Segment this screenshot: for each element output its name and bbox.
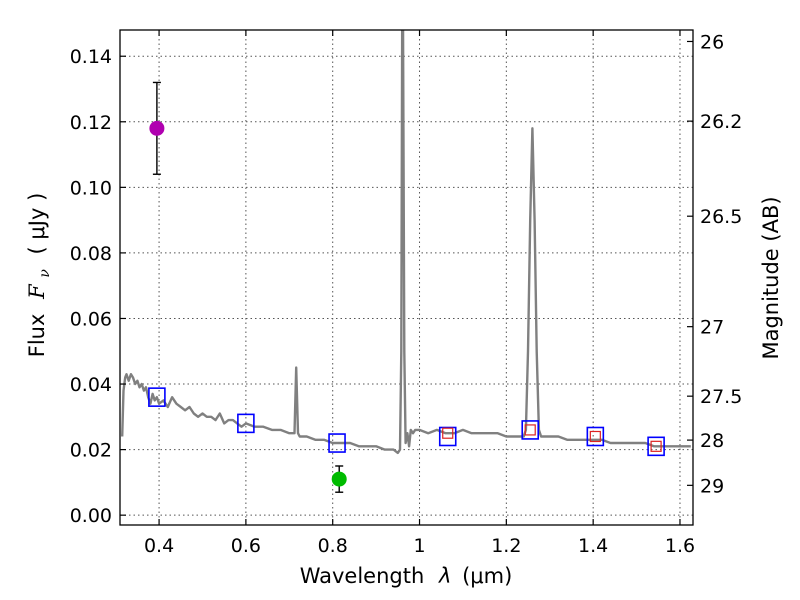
grid-lines	[120, 30, 693, 525]
y2-tick-label: 28	[700, 430, 724, 452]
model-photometry-square	[647, 436, 665, 457]
model-photometry-square	[148, 387, 166, 407]
y2-tick-label: 26.2	[700, 111, 742, 133]
y-tick-label: 0.00	[70, 505, 112, 527]
observed-square	[524, 424, 536, 436]
y-tick-label: 0.04	[70, 374, 112, 396]
y-tick-label: 0.10	[70, 177, 112, 199]
observed-square	[442, 427, 454, 439]
magenta-point	[149, 120, 165, 136]
photometry-points-layer	[148, 81, 665, 493]
y2-tick-label: 27.5	[700, 386, 742, 408]
x-tick-label: 0.8	[318, 535, 348, 557]
x-tick-label: 0.4	[144, 535, 174, 557]
y2-tick-label: 26.5	[700, 206, 742, 228]
model-photometry-square	[521, 420, 540, 440]
y-tick-label: 0.02	[70, 440, 112, 462]
y-axis-label: Flux F ν ( μJy )	[25, 193, 54, 358]
model-spectrum-line	[121, 30, 691, 455]
y2-tick-label: 27	[700, 317, 724, 339]
observed-square	[650, 440, 662, 452]
model-photometry-square	[237, 413, 255, 434]
x-tick-label: 1	[413, 535, 425, 557]
y2-tick-label: 26	[700, 31, 724, 53]
model-photometry-square	[438, 426, 457, 447]
model-spectrum-layer	[121, 30, 691, 455]
axis-ticks: 0.4 0.6 0.8 1 1.2 1.4 1.6 0.00 0.02 0.04 0.06 0.08 0…	[70, 30, 742, 557]
x-tick-label: 0.6	[231, 535, 261, 557]
y2-axis-label: Magnitude (AB)	[759, 196, 783, 359]
x-tick-label: 1.4	[578, 535, 608, 557]
x-axis-label: Wavelength λ (μm)	[300, 564, 513, 588]
y-tick-label: 0.14	[70, 46, 112, 68]
x-tick-label: 1.6	[665, 535, 695, 557]
green-point	[331, 471, 347, 487]
y-tick-label: 0.08	[70, 243, 112, 265]
y-tick-label: 0.06	[70, 308, 112, 330]
model-photometry-square	[586, 426, 605, 447]
y2-tick-label: 29	[700, 475, 724, 497]
model-photometry-square	[328, 433, 346, 453]
x-tick-label: 1.2	[491, 535, 521, 557]
plot-frame	[119, 29, 694, 526]
observed-square	[589, 430, 601, 443]
y-tick-label: 0.12	[70, 112, 112, 134]
